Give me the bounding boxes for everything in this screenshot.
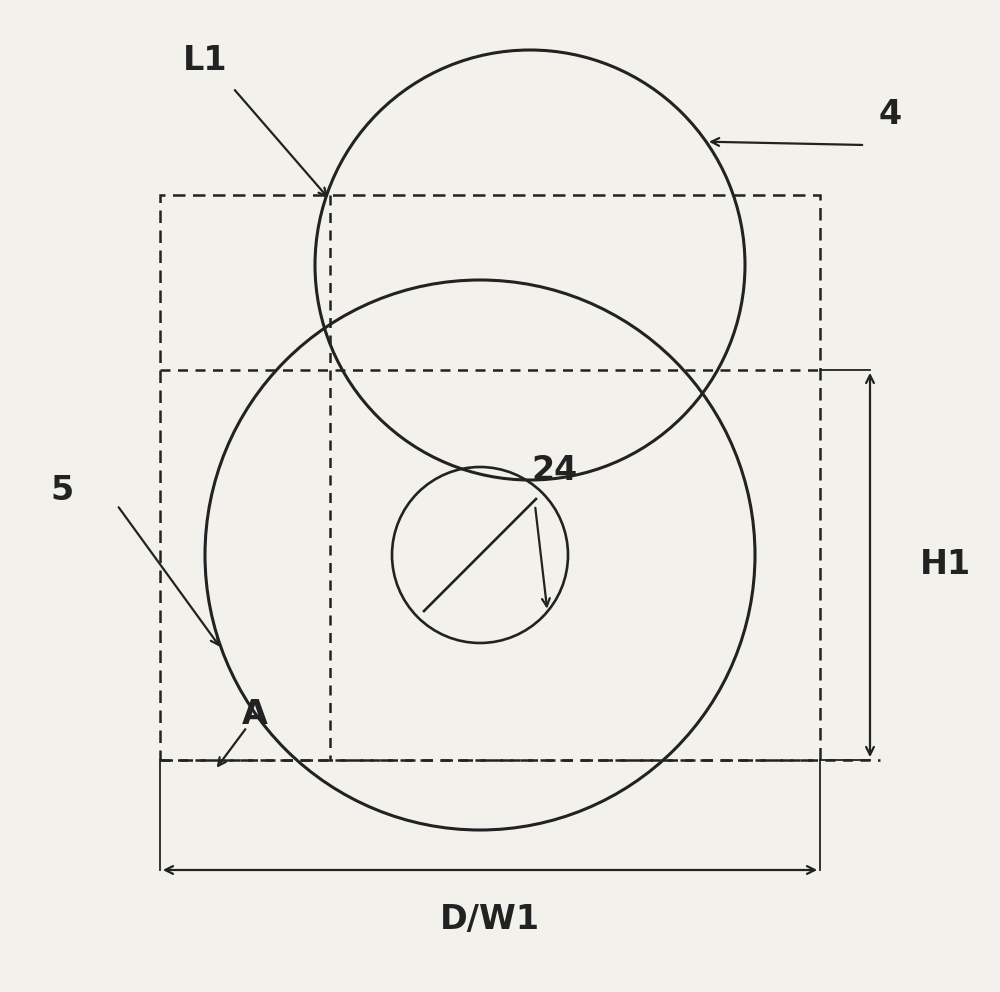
Text: A: A bbox=[242, 698, 268, 731]
Text: 5: 5 bbox=[50, 473, 74, 507]
Text: 24: 24 bbox=[532, 453, 578, 486]
Text: 4: 4 bbox=[878, 98, 902, 132]
Text: L1: L1 bbox=[183, 44, 227, 76]
Text: D/W1: D/W1 bbox=[440, 904, 540, 936]
Text: H1: H1 bbox=[920, 549, 971, 581]
Bar bbox=[160, 195, 820, 760]
